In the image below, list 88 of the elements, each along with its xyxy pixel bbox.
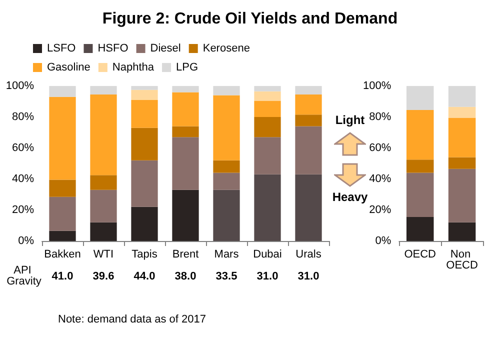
bar bbox=[172, 137, 199, 190]
bar bbox=[448, 86, 476, 107]
bar bbox=[448, 222, 476, 241]
y-tick-label: 100% bbox=[6, 80, 34, 92]
bar bbox=[213, 190, 240, 241]
bar bbox=[295, 174, 322, 241]
text: Note: demand data as of 2017 bbox=[58, 314, 206, 326]
bar bbox=[406, 110, 434, 160]
y-tick-label: 100% bbox=[362, 80, 392, 92]
bar bbox=[448, 118, 476, 158]
text: 44.0 bbox=[134, 270, 156, 282]
x-tick-label: Tapis bbox=[132, 248, 158, 260]
y-tick-label: 20% bbox=[12, 204, 34, 216]
bar bbox=[90, 94, 117, 176]
bar bbox=[90, 86, 117, 95]
bar bbox=[254, 100, 281, 117]
bar bbox=[254, 86, 281, 92]
bar bbox=[295, 114, 322, 126]
legend-label: Naphtha bbox=[112, 62, 155, 74]
bar bbox=[49, 86, 76, 97]
y-tick-label: 80% bbox=[12, 111, 34, 123]
bar bbox=[406, 172, 434, 217]
y-tick-label: 40% bbox=[12, 173, 34, 185]
bar bbox=[131, 160, 158, 207]
x-tick-label: Dubai bbox=[253, 248, 282, 260]
text: 39.6 bbox=[92, 270, 114, 282]
text: 41.0 bbox=[52, 270, 74, 282]
legend-label: HSFO bbox=[98, 42, 129, 54]
chart-title: Figure 2: Crude Oil Yields and Demand bbox=[102, 10, 398, 28]
legend-label: Gasoline bbox=[47, 62, 90, 74]
bar bbox=[172, 190, 199, 241]
bar bbox=[49, 196, 76, 231]
bar bbox=[254, 91, 281, 101]
text: 31.0 bbox=[298, 270, 320, 282]
bar bbox=[406, 160, 434, 173]
text: Light bbox=[335, 113, 365, 127]
bar bbox=[254, 117, 281, 138]
text: 33.5 bbox=[216, 270, 238, 282]
y-tick-label: 40% bbox=[369, 173, 392, 185]
bar bbox=[406, 216, 434, 241]
text: 31.0 bbox=[256, 270, 278, 282]
bar bbox=[172, 86, 199, 92]
bar bbox=[448, 157, 476, 169]
y-tick-label: 0% bbox=[18, 235, 34, 247]
bar bbox=[254, 174, 281, 241]
bar bbox=[131, 90, 158, 100]
text: API Gravity bbox=[6, 264, 42, 288]
text: 38.0 bbox=[174, 270, 196, 282]
y-tick-label: 60% bbox=[12, 142, 34, 154]
legend-label: LSFO bbox=[47, 42, 76, 54]
y-tick-label: 0% bbox=[375, 235, 392, 247]
bar bbox=[448, 168, 476, 222]
bar bbox=[213, 160, 240, 173]
y-tick-label: 80% bbox=[369, 111, 392, 123]
bar bbox=[172, 92, 199, 126]
bar bbox=[254, 137, 281, 174]
bar bbox=[90, 190, 117, 222]
bar bbox=[131, 206, 158, 241]
text: Heavy bbox=[331, 190, 369, 204]
bar bbox=[295, 126, 322, 174]
x-tick-label: Brent bbox=[172, 248, 199, 260]
legend-label: Kerosene bbox=[202, 42, 250, 54]
x-tick-label: Urals bbox=[296, 248, 322, 260]
bar bbox=[295, 94, 322, 115]
bar bbox=[49, 96, 76, 180]
y-tick-label: 60% bbox=[369, 142, 392, 154]
bar bbox=[49, 230, 76, 241]
x-tick-label: OECD bbox=[404, 248, 436, 260]
bar bbox=[213, 86, 240, 96]
bar bbox=[448, 106, 476, 118]
x-tick-label: Mars bbox=[214, 248, 240, 260]
x-tick-label: Bakken bbox=[44, 248, 81, 260]
bar bbox=[213, 172, 240, 190]
bar bbox=[213, 95, 240, 160]
bar bbox=[131, 128, 158, 160]
bar bbox=[295, 86, 322, 95]
y-tick-label: 20% bbox=[369, 204, 392, 216]
bar bbox=[131, 100, 158, 128]
legend-label: LPG bbox=[176, 62, 198, 74]
bar bbox=[90, 175, 117, 190]
x-tick-label: WTI bbox=[93, 248, 114, 260]
bar bbox=[172, 126, 199, 138]
legend-label: Diesel bbox=[150, 42, 181, 54]
bar bbox=[406, 86, 434, 110]
bar bbox=[90, 222, 117, 241]
bar bbox=[131, 86, 158, 90]
bar bbox=[49, 180, 76, 197]
x-tick-label: Non OECD bbox=[446, 248, 478, 272]
